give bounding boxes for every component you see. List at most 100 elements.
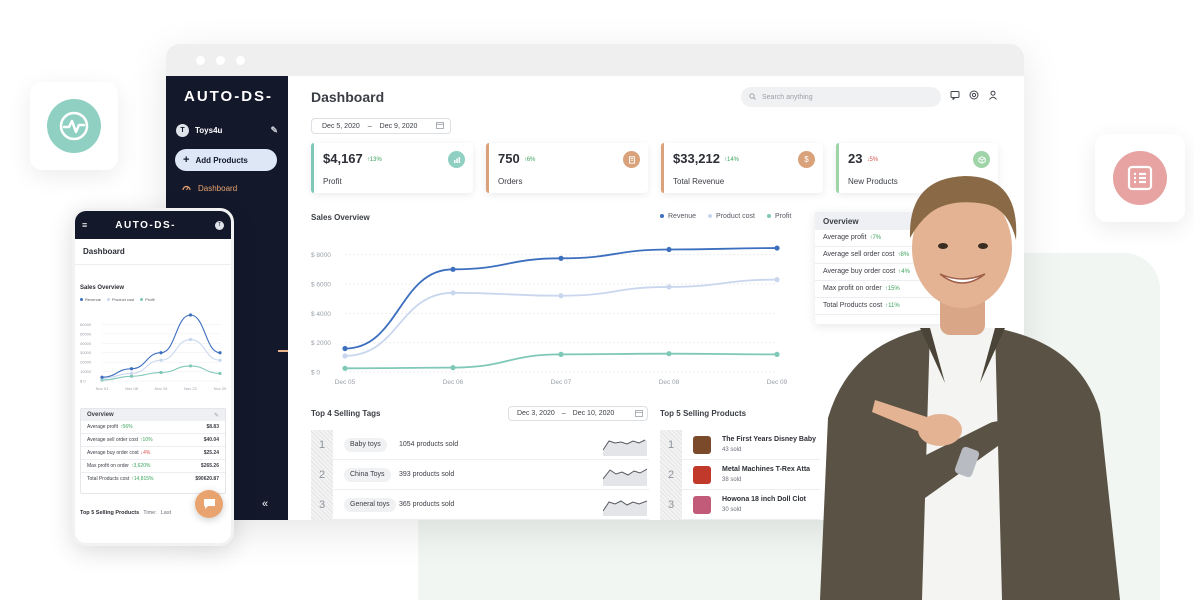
stat-card-profit: $4,167 ↑13% Profit — [311, 143, 473, 193]
add-products-label: Add Products — [195, 155, 248, 165]
mobile-page-title: Dashboard — [83, 247, 125, 256]
store-switcher[interactable]: T Toys4u ✎ — [176, 119, 278, 141]
chart-legend: Revenue Product cost Profit — [660, 213, 791, 220]
stat-card-total-revenue: $33,212 ↑14% Total Revenue $ — [661, 143, 823, 193]
data-point — [558, 293, 564, 299]
data-point — [129, 371, 134, 376]
data-point — [450, 290, 456, 296]
pencil-icon[interactable]: ✎ — [270, 124, 278, 135]
product-row[interactable]: 3 Howona 18 inch Doll Clot 30 sold — [660, 490, 820, 520]
stat-change: ↓5% — [866, 156, 879, 163]
chat-button[interactable] — [195, 490, 223, 518]
tags-date-range-picker[interactable]: Dec 3, 2020 – Dec 10, 2020 — [508, 406, 648, 421]
overview-row: Total Products cost ↑11% — [815, 298, 945, 315]
overview-row: Average sell order cost ↑8% — [815, 247, 945, 264]
divider — [75, 264, 231, 265]
legend-revenue: Revenue — [80, 297, 101, 302]
data-point — [188, 313, 193, 317]
product-name: Metal Machines T-Rex Atta — [722, 466, 811, 473]
brand-logo: AUTO-DS- — [184, 88, 274, 105]
tag-rank: 2 — [311, 460, 333, 490]
person-illustration — [820, 176, 1120, 600]
sales-overview-title: Sales Overview — [311, 213, 370, 222]
data-point — [188, 337, 193, 342]
window-dot — [196, 55, 205, 65]
list-tile — [1095, 134, 1185, 222]
stat-value: $33,212 ↑14% — [673, 151, 740, 166]
data-point — [774, 245, 780, 251]
legend-profit[interactable]: Profit — [766, 213, 791, 220]
tag-row[interactable]: 2 China Toys 393 products sold — [311, 460, 649, 490]
stat-change: ↑6% — [523, 156, 536, 163]
store-avatar[interactable]: T — [215, 220, 224, 230]
data-point — [129, 367, 134, 371]
sparkline — [603, 500, 647, 516]
mobile-sales-chart: $ 0 10000 20000 30000 40000 50000 60000 Nov 01 N… — [80, 313, 226, 391]
overview-row: Average buy order cost ↓4% $25.24 — [81, 447, 225, 460]
tag-row[interactable]: 1 Baby toys 1054 products sold — [311, 430, 649, 460]
user-icon[interactable] — [987, 90, 999, 102]
data-point — [774, 277, 780, 283]
stat-label: New Products — [848, 177, 898, 186]
data-point — [666, 351, 672, 357]
chat-icon[interactable] — [949, 90, 961, 102]
calendar-icon — [436, 121, 444, 131]
product-row[interactable]: 2 Metal Machines T-Rex Atta 38 sold — [660, 460, 820, 490]
y-tick-label: $ 0 — [311, 370, 320, 377]
sidebar-item-dashboard[interactable]: Dashboard — [182, 184, 237, 193]
mobile-device: ≡ AUTO-DS- T Dashboard Sales Overview Re… — [72, 208, 234, 546]
stat-accent — [311, 143, 314, 193]
calendar-icon — [635, 409, 643, 419]
tag-rank: 1 — [311, 430, 333, 460]
pencil-icon[interactable]: ✎ — [213, 413, 219, 419]
mobile-sales-title: Sales Overview — [80, 285, 125, 291]
window-dot — [236, 55, 245, 65]
date-end: Dec 10, 2020 — [572, 410, 615, 417]
tag-row[interactable]: 3 General toys 365 products sold — [311, 490, 649, 520]
help-icon[interactable] — [968, 90, 980, 102]
y-tick-label: $ 8000 — [311, 252, 331, 259]
legend-product-cost[interactable]: Product cost — [708, 213, 755, 220]
date-separator: – — [561, 410, 566, 417]
y-tick-label: $ 0 — [80, 379, 86, 384]
product-name: The First Years Disney Baby — [722, 436, 817, 443]
overview-row: Average sell order cost ↑10% $40.04 — [81, 434, 225, 447]
sparkline — [603, 468, 647, 486]
mobile-overview-title: Overview ✎ — [81, 409, 225, 421]
top-tags-title: Top 4 Selling Tags — [311, 409, 381, 418]
window-dot — [216, 55, 225, 65]
sidebar-resize-handle[interactable] — [278, 350, 288, 352]
data-point — [342, 365, 348, 371]
legend-revenue[interactable]: Revenue — [660, 213, 696, 220]
legend-product-cost: Product cost — [107, 297, 134, 302]
date-separator: – — [367, 122, 372, 130]
stat-label: Orders — [498, 177, 523, 186]
stat-accent — [661, 143, 664, 193]
x-tick-label: Nov 15 — [155, 386, 168, 391]
product-sold: 38 sold — [722, 477, 742, 483]
x-tick-label: Nov 08 — [125, 386, 138, 391]
mobile-overview-panel: Overview ✎ Average profit ↑56% $8.83 Averag… — [80, 408, 226, 494]
y-tick-label: 20000 — [80, 360, 92, 365]
x-tick-label: Dec 09 — [767, 379, 788, 386]
top-products-title: Top 5 Selling Products — [660, 409, 747, 418]
product-rank: 3 — [660, 490, 682, 520]
y-tick-label: $ 4000 — [311, 311, 331, 318]
date-range-picker[interactable]: Dec 5, 2020 – Dec 9, 2020 — [311, 118, 451, 134]
tag-rank: 3 — [311, 490, 333, 520]
product-row[interactable]: 1 The First Years Disney Baby 43 sold — [660, 430, 820, 460]
search-placeholder: Search anything — [762, 93, 813, 101]
brand-logo: AUTO-DS- — [115, 219, 176, 231]
hamburger-icon[interactable]: ≡ — [82, 220, 88, 230]
data-point — [218, 358, 222, 362]
x-tick-label: Nov 01 — [96, 386, 109, 391]
stat-accent — [836, 143, 839, 193]
sales-overview-chart: $ 0 $ 2000 $ 4000 $ 6000 $ 8000 Dec 05 Dec 06 D… — [311, 245, 788, 386]
add-products-button[interactable]: + Add Products — [175, 149, 277, 171]
sidebar-collapse-icon[interactable]: « — [262, 498, 269, 510]
data-point — [342, 353, 348, 359]
stat-label: Total Revenue — [673, 177, 725, 186]
search-input[interactable]: Search anything — [741, 87, 941, 107]
search-icon — [749, 92, 756, 102]
tag-sold: 365 products sold — [399, 501, 455, 508]
